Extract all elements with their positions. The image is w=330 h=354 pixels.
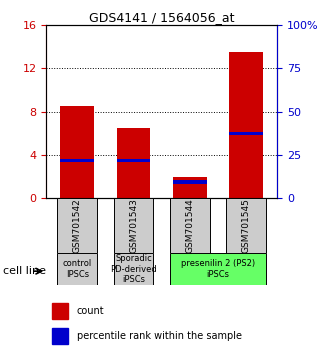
Bar [52, 303, 68, 319]
Bar [116, 128, 150, 198]
Bar [173, 177, 207, 198]
Text: GSM701544: GSM701544 [185, 198, 194, 253]
Text: GSM701545: GSM701545 [242, 198, 251, 253]
Text: Sporadic
PD-derived
iPSCs: Sporadic PD-derived iPSCs [110, 254, 157, 284]
Text: control
IPSCs: control IPSCs [63, 259, 92, 279]
Title: GDS4141 / 1564056_at: GDS4141 / 1564056_at [89, 11, 234, 24]
Bar [116, 159, 150, 162]
Bar [52, 328, 68, 344]
Bar [114, 253, 153, 285]
Bar [57, 198, 97, 253]
Bar [60, 159, 94, 162]
Bar [229, 52, 263, 198]
Text: presenilin 2 (PS2)
iPSCs: presenilin 2 (PS2) iPSCs [181, 259, 255, 279]
Bar [170, 253, 266, 285]
Text: count: count [77, 306, 104, 316]
Bar [170, 198, 210, 253]
Text: GSM701543: GSM701543 [129, 198, 138, 253]
Bar [226, 198, 266, 253]
Bar [60, 106, 94, 198]
Text: cell line: cell line [3, 266, 46, 276]
Bar [57, 253, 97, 285]
Bar [173, 180, 207, 184]
Text: GSM701542: GSM701542 [73, 198, 82, 253]
Text: percentile rank within the sample: percentile rank within the sample [77, 331, 242, 341]
Bar [114, 198, 153, 253]
Bar [229, 132, 263, 135]
